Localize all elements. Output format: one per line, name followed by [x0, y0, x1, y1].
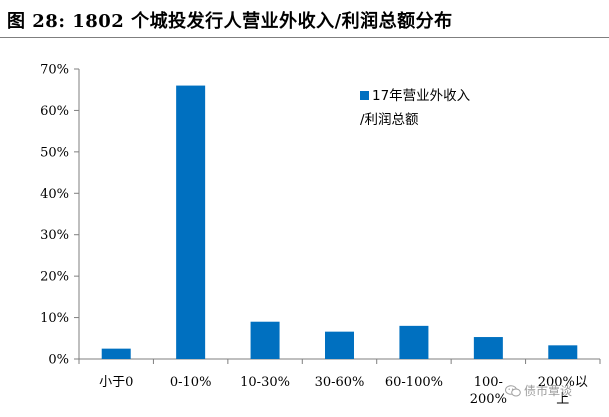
- legend: 17年营业外收入/利润总额: [360, 88, 471, 128]
- title-divider: [0, 37, 609, 38]
- watermark-text: 债市覃谈: [524, 384, 573, 398]
- legend-label: 17年营业外收入/利润总额: [360, 88, 471, 128]
- y-tick-label: 40%: [40, 187, 69, 202]
- bar: [325, 331, 354, 359]
- x-tick-label: 30-60%: [315, 375, 365, 390]
- watermark: 债市覃谈: [505, 382, 572, 399]
- y-tick-label: 30%: [40, 228, 69, 243]
- bar: [250, 321, 280, 359]
- bar: [176, 85, 206, 360]
- y-tick-label: 70%: [40, 63, 69, 78]
- x-axis: 小于0 0-10% 10-30% 30-60% 60-100% 100-200% 200%以…: [78, 358, 601, 407]
- legend-swatch: [360, 91, 369, 100]
- figure-title: 图 28: 1802 个城投发行人营业外收入/利润总额分布: [7, 11, 453, 32]
- x-tick-label: 0-10%: [170, 375, 212, 390]
- y-tick-label: 60%: [40, 104, 69, 119]
- wechat-icon: [505, 385, 521, 397]
- x-tick-label: 10-30%: [240, 375, 290, 390]
- bar-series: [101, 85, 578, 360]
- y-tick-label: 10%: [40, 311, 69, 326]
- bar: [473, 337, 503, 359]
- y-tick-label: 20%: [40, 270, 69, 285]
- bar: [548, 345, 578, 359]
- y-axis: 0% 10% 20% 30% 40% 50% 60% 70%: [40, 63, 80, 368]
- bar: [101, 348, 131, 359]
- y-tick-label: 50%: [40, 145, 69, 160]
- bar: [399, 325, 429, 359]
- y-tick-label: 0%: [48, 353, 69, 368]
- x-tick-label: 200%以上: [538, 375, 588, 407]
- x-tick-label: 60-100%: [385, 375, 443, 390]
- x-tick-label: 100-200%: [470, 375, 507, 407]
- x-tick-label: 小于0: [99, 375, 133, 390]
